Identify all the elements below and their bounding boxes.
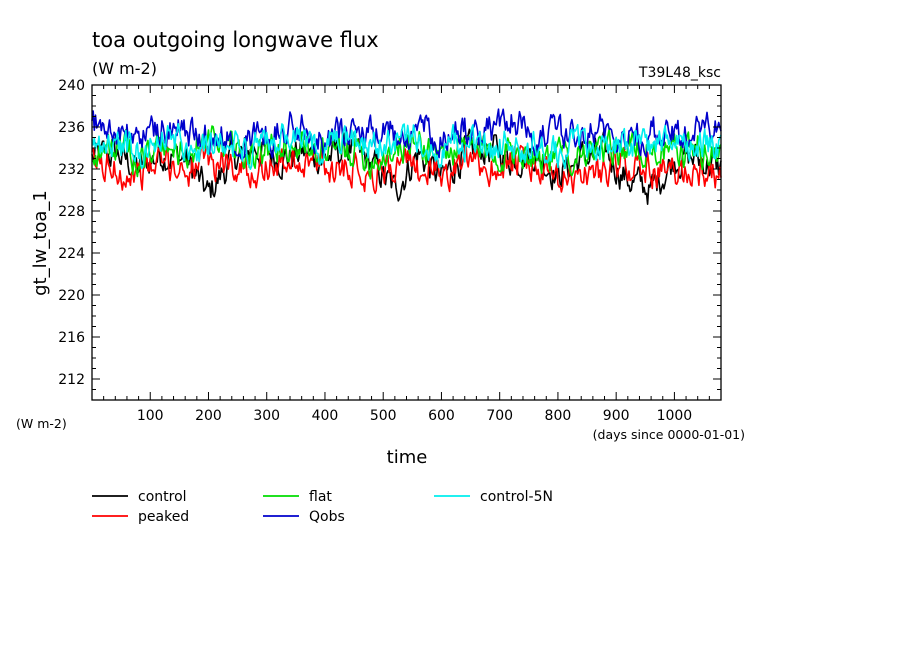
chart-title: toa outgoing longwave flux — [92, 28, 379, 52]
y-tick-labels: 212 216 220 224 228 232 236 240 — [58, 78, 85, 388]
x-tick-label: 600 — [428, 408, 455, 424]
model-tag: T39L48_ksc — [638, 65, 721, 81]
x-axis-units: (days since 0000-01-01) — [593, 427, 745, 442]
x-tick-label: 800 — [545, 408, 572, 424]
x-axis-label: time — [387, 447, 428, 468]
y-axis-units: (W m-2) — [16, 416, 67, 431]
y-tick-label: 240 — [58, 78, 85, 94]
x-tick-labels: 100 200 300 400 500 600 700 800 900 1000 — [137, 408, 692, 424]
y-tick-label: 224 — [58, 246, 85, 262]
x-tick-label: 100 — [137, 408, 164, 424]
x-tick-label: 300 — [253, 408, 280, 424]
y-tick-label: 236 — [58, 120, 85, 136]
x-tick-label: 200 — [195, 408, 222, 424]
y-axis-label: gt_lw_toa_1 — [30, 190, 51, 296]
legend-label: peaked — [138, 509, 189, 525]
series-layer — [91, 108, 722, 205]
legend-label: flat — [309, 489, 332, 505]
series-line-control-5n — [91, 123, 722, 170]
legend: control peaked flat Qobs control-5N — [92, 489, 553, 525]
y-tick-label: 228 — [58, 204, 85, 220]
x-tick-label: 500 — [370, 408, 397, 424]
ticks-layer — [92, 84, 721, 401]
chart-subtitle: (W m-2) — [92, 59, 157, 78]
x-tick-label: 700 — [486, 408, 513, 424]
legend-label: control — [138, 489, 187, 505]
x-tick-label: 400 — [312, 408, 339, 424]
legend-label: control-5N — [480, 489, 553, 505]
y-tick-label: 232 — [58, 162, 85, 178]
series-line-peaked — [91, 140, 722, 195]
y-tick-label: 216 — [58, 330, 85, 346]
x-tick-label: 900 — [603, 408, 630, 424]
x-tick-label: 1000 — [657, 408, 693, 424]
y-tick-label: 212 — [58, 372, 85, 388]
legend-label: Qobs — [309, 509, 345, 525]
y-tick-label: 220 — [58, 288, 85, 304]
